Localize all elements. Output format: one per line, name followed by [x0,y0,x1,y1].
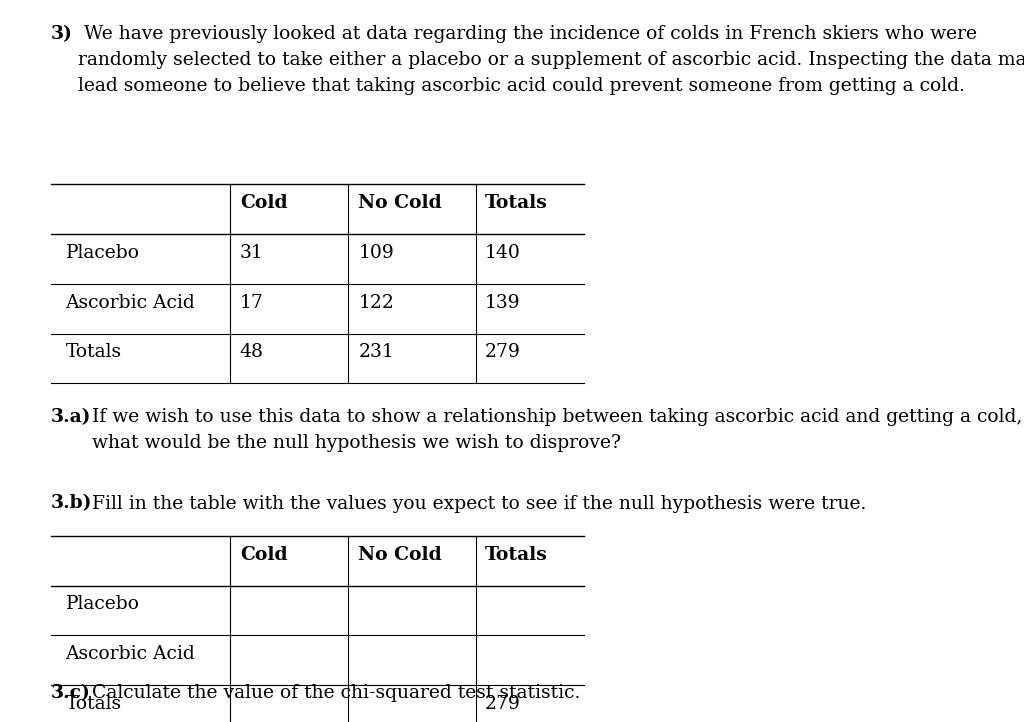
Text: Ascorbic Acid: Ascorbic Acid [66,294,196,312]
Text: 3): 3) [51,25,73,43]
Text: Placebo: Placebo [66,244,139,262]
Text: Totals: Totals [66,344,122,362]
Text: No Cold: No Cold [358,546,442,564]
Text: 279: 279 [484,695,520,713]
Text: 31: 31 [240,244,263,262]
Text: 122: 122 [358,294,394,312]
Text: 279: 279 [484,344,520,362]
Text: 3.b): 3.b) [51,495,92,513]
Text: 3.a): 3.a) [51,408,91,426]
Text: Totals: Totals [484,194,548,212]
Text: 3.c): 3.c) [51,684,91,703]
Text: Calculate the value of the chi-squared test statistic.: Calculate the value of the chi-squared t… [92,684,581,703]
Text: 17: 17 [240,294,264,312]
Text: 139: 139 [484,294,520,312]
Text: Fill in the table with the values you expect to see if the null hypothesis were : Fill in the table with the values you ex… [92,495,866,513]
Text: 48: 48 [240,344,264,362]
Text: We have previously looked at data regarding the incidence of colds in French ski: We have previously looked at data regard… [78,25,1024,95]
Text: Placebo: Placebo [66,596,139,614]
Text: Cold: Cold [240,546,288,564]
Text: 231: 231 [358,344,394,362]
Text: 109: 109 [358,244,394,262]
Text: Cold: Cold [240,194,288,212]
Text: Ascorbic Acid: Ascorbic Acid [66,645,196,664]
Text: 140: 140 [484,244,520,262]
Text: If we wish to use this data to show a relationship between taking ascorbic acid : If we wish to use this data to show a re… [92,408,1023,452]
Text: No Cold: No Cold [358,194,442,212]
Text: Totals: Totals [66,695,122,713]
Text: Totals: Totals [484,546,548,564]
